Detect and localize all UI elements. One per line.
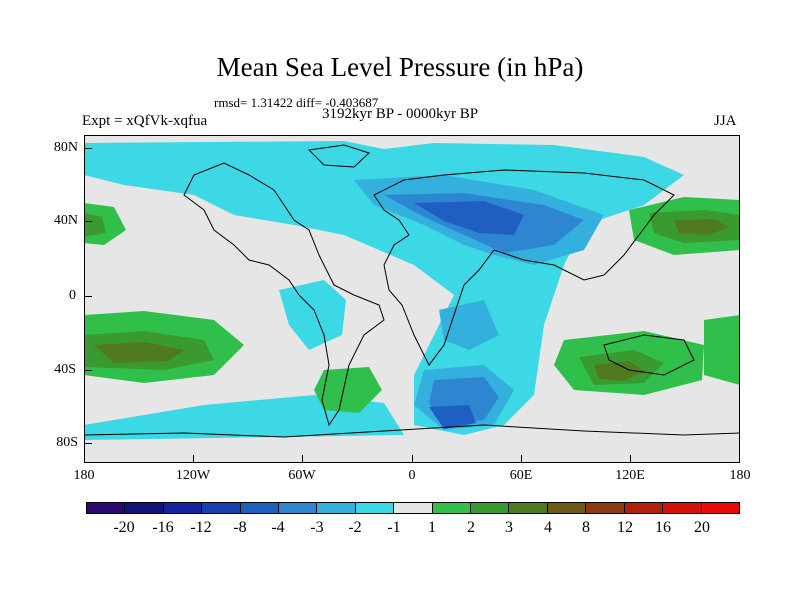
stats-text: rmsd= 1.31422 diff= -0.403687	[214, 95, 379, 110]
lat-tick	[84, 443, 92, 444]
colorbar-swatch	[547, 503, 587, 513]
lon-label-0: 0	[408, 468, 416, 483]
colorbar-swatch	[87, 503, 126, 513]
colorbar-label: 3	[505, 519, 513, 536]
lat-tick	[84, 296, 92, 297]
colorbar-swatch	[663, 503, 702, 513]
colorbar-label: 16	[655, 519, 671, 536]
lon-label-120w: 120W	[175, 468, 211, 483]
lat-tick	[84, 221, 92, 222]
colorbar-swatch	[471, 503, 510, 513]
colorbar-label: -12	[190, 519, 212, 536]
lon-tick	[521, 455, 522, 463]
colorbar-swatch	[202, 503, 241, 513]
lon-label-60e: 60E	[509, 468, 533, 483]
colorbar-swatch	[509, 503, 548, 513]
pressure-anomaly-map	[84, 135, 740, 463]
colorbar-swatch	[624, 503, 664, 513]
lon-tick	[412, 455, 413, 463]
colorbar-label: -16	[152, 519, 174, 536]
colorbar	[86, 502, 740, 514]
colorbar-label: 1	[428, 519, 436, 536]
colorbar-swatch	[394, 503, 433, 513]
colorbar-swatch	[240, 503, 280, 513]
lon-tick	[630, 455, 631, 463]
colorbar-swatch	[317, 503, 356, 513]
colorbar-swatch	[125, 503, 164, 513]
lon-label-180w: 180	[73, 468, 95, 483]
coastlines	[84, 144, 740, 438]
colorbar-label: -3	[310, 519, 324, 536]
lat-label-40n: 40N	[53, 213, 78, 228]
colorbar-label: 4	[544, 519, 552, 536]
colorbar-label: -1	[387, 519, 401, 536]
lat-tick	[84, 148, 92, 149]
experiment-label: Expt = xQfVk-xqfua	[82, 113, 208, 129]
colorbar-label: -2	[348, 519, 362, 536]
colorbar-swatch	[701, 503, 739, 513]
colorbar-swatch	[279, 503, 318, 513]
colorbar-swatch	[586, 503, 625, 513]
colorbar-label: 20	[694, 519, 710, 536]
season-label: JJA	[714, 113, 737, 129]
lon-tick	[193, 455, 194, 463]
lat-label-80n: 80N	[53, 140, 78, 155]
colorbar-label: -20	[113, 519, 135, 536]
lat-tick	[84, 370, 92, 371]
colorbar-label: 12	[617, 519, 633, 536]
colorbar-label: 2	[467, 519, 475, 536]
lat-label-0: 0	[69, 288, 76, 303]
colorbar-label: -8	[233, 519, 247, 536]
lon-label-60w: 60W	[288, 468, 316, 483]
colorbar-swatch	[355, 503, 395, 513]
period-label: 3192kyr BP - 0000kyr BP	[322, 106, 479, 122]
lon-tick	[302, 455, 303, 463]
lon-label-120e: 120E	[615, 468, 645, 483]
anomaly-fill-pos3	[94, 219, 729, 381]
colorbar-swatch	[163, 503, 203, 513]
anomaly-fill-neg4	[414, 201, 524, 429]
lat-label-40s: 40S	[54, 362, 76, 377]
colorbar-label: -4	[271, 519, 285, 536]
colorbar-label: 8	[582, 519, 590, 536]
colorbar-swatch	[432, 503, 472, 513]
lon-label-180e: 180	[729, 468, 751, 483]
lat-label-80s: 80S	[56, 435, 78, 450]
map-title: Mean Sea Level Pressure (in hPa)	[216, 52, 584, 82]
